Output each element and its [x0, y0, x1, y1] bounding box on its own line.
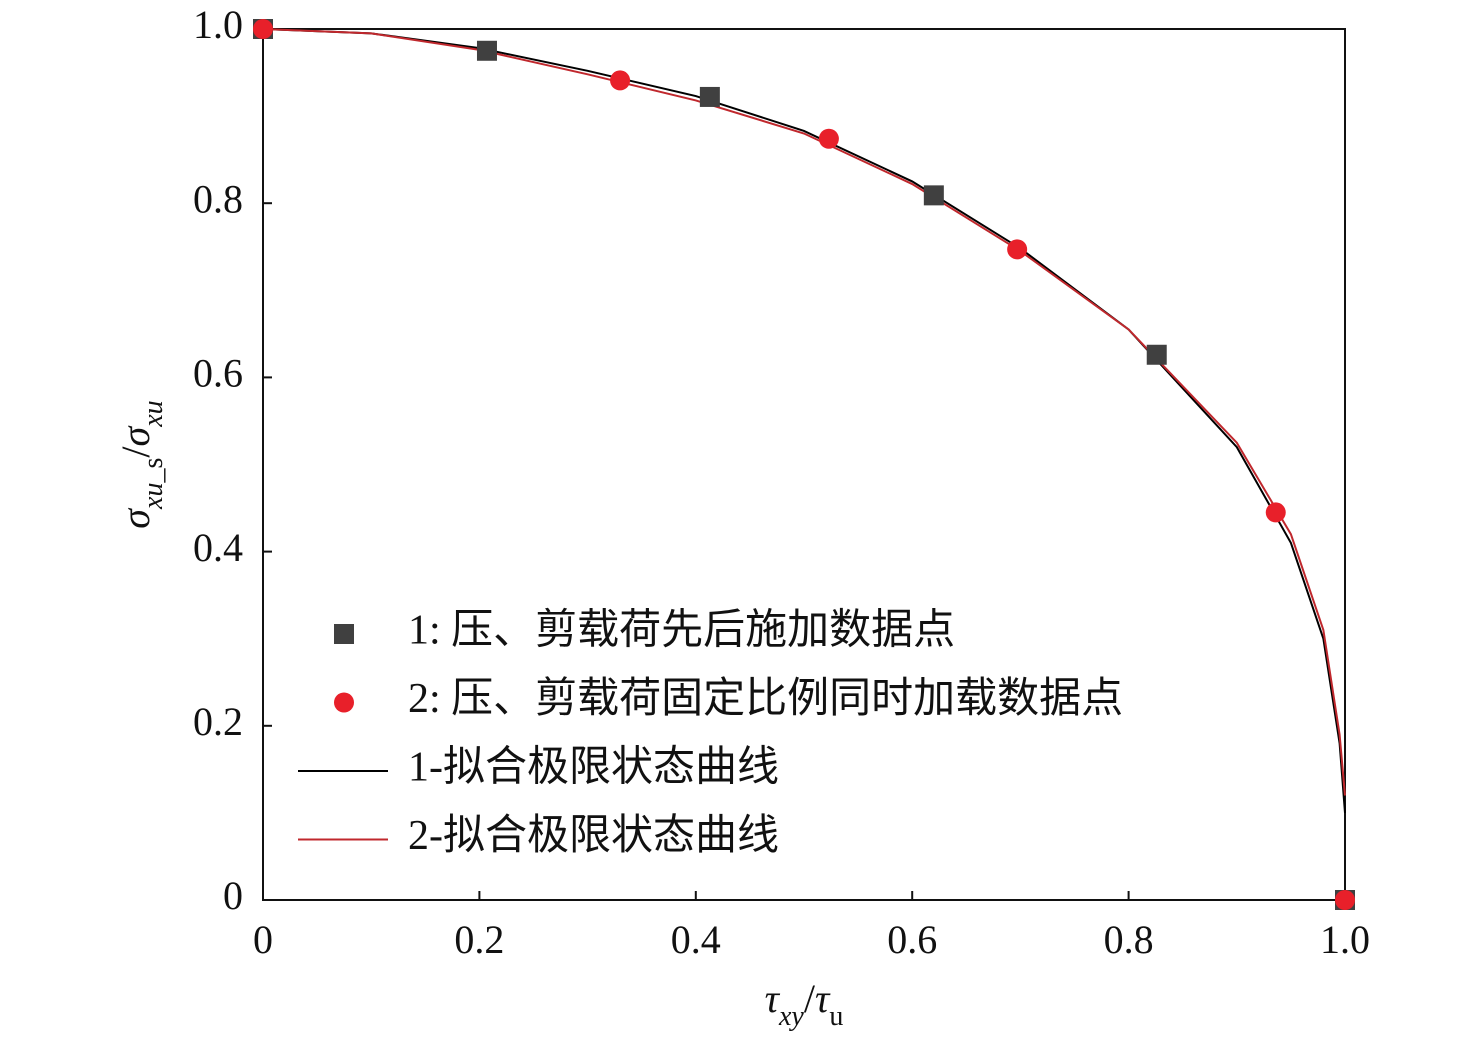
legend-marker [334, 624, 354, 644]
x-tick-label: 1.0 [1320, 917, 1370, 962]
x-axis-label-part: / [804, 976, 816, 1021]
circle-marker [818, 128, 839, 149]
x-tick-label: 0.2 [454, 917, 504, 962]
y-axis-label-part: xu [138, 400, 169, 427]
x-axis-label-part: τ [765, 976, 781, 1021]
y-tick-label: 0.2 [193, 699, 243, 744]
x-tick-label: 0.4 [671, 917, 721, 962]
circle-marker [253, 19, 273, 39]
y-axis-label: σxu_s/σxu [113, 400, 169, 528]
circle-marker [1007, 239, 1028, 260]
legend-label: 2-拟合极限状态曲线 [408, 813, 779, 859]
y-tick-label: 0 [223, 873, 243, 918]
x-axis-label-part: xy [778, 1001, 804, 1032]
x-tick-label: 0.6 [887, 917, 937, 962]
square-marker [476, 40, 497, 61]
x-tick-label: 0 [253, 917, 273, 962]
x-axis-label-part: u [829, 1001, 843, 1032]
x-tick-label: 0.8 [1104, 917, 1154, 962]
circle-marker [610, 70, 631, 91]
y-tick-label: 1.0 [193, 2, 243, 47]
legend-marker [334, 692, 354, 713]
y-tick-label: 0.6 [193, 351, 243, 396]
plot-frame [262, 28, 1346, 901]
circle-marker [1265, 502, 1286, 523]
fit-curve [262, 28, 1346, 796]
legend-label: 1: 压、剪载荷先后施加数据点 [408, 608, 955, 654]
square-marker [1146, 344, 1167, 365]
y-axis-label-part: σ [113, 425, 158, 446]
y-tick-label: 0.8 [193, 176, 243, 221]
legend-label: 1-拟合极限状态曲线 [408, 745, 779, 791]
legend-label: 2: 压、剪载荷固定比例同时加载数据点 [408, 675, 1123, 722]
y-tick-label: 0.4 [193, 525, 243, 570]
fit-curve [262, 28, 1346, 813]
circle-marker [1335, 890, 1355, 910]
y-axis-label-part: xu [138, 483, 169, 510]
y-axis-label-part: _s [138, 458, 169, 484]
x-axis-label-part: τ [815, 976, 831, 1021]
square-marker [923, 185, 944, 206]
x-axis-label: τxy/τu [765, 976, 844, 1032]
y-axis-label-part: / [113, 446, 158, 458]
y-axis-label-part: σ [113, 508, 158, 529]
square-marker [699, 86, 720, 107]
